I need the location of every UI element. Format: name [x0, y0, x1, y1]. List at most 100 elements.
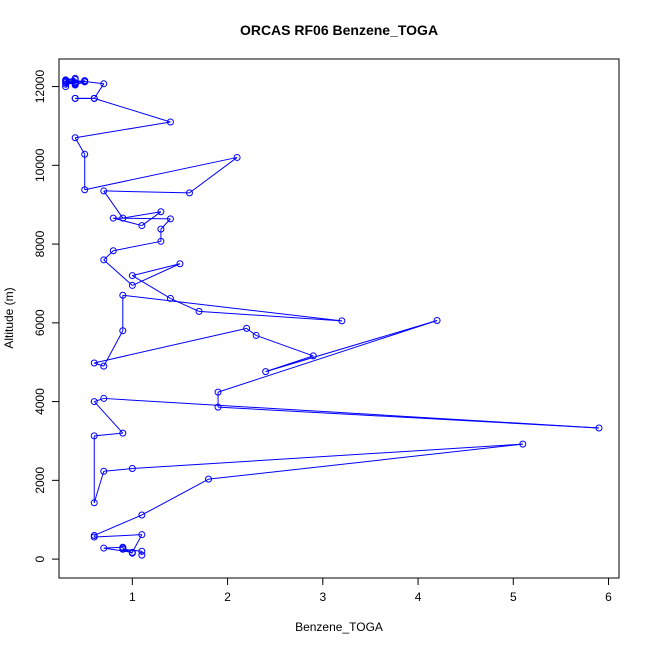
- series-segment: [103, 330, 124, 367]
- series-segment: [141, 478, 209, 516]
- y-tick-label: 8000: [33, 230, 47, 257]
- series-segment: [94, 514, 143, 536]
- series-segment: [198, 310, 342, 322]
- data-point: [119, 543, 127, 551]
- series-segment: [103, 468, 133, 472]
- data-point: [166, 118, 174, 126]
- data-point: [100, 362, 108, 370]
- series-segment: [132, 275, 171, 299]
- data-point: [90, 398, 98, 406]
- data-point: [138, 531, 146, 539]
- data-point: [262, 368, 270, 376]
- y-tick-label: 10000: [33, 148, 47, 182]
- series-segment: [246, 327, 257, 336]
- data-point: [100, 467, 108, 475]
- data-point: [100, 80, 108, 88]
- data-point: [100, 544, 108, 552]
- series-segment: [132, 263, 181, 286]
- data-point: [119, 429, 127, 437]
- series-segment: [208, 443, 523, 480]
- series-segment: [103, 259, 133, 286]
- series-segment: [94, 327, 247, 364]
- series-segment: [189, 157, 238, 194]
- series-segment: [218, 406, 600, 429]
- series-segment: [93, 471, 105, 503]
- data-point: [205, 475, 213, 483]
- data-point: [157, 208, 165, 216]
- x-axis: 1 2 3 4 5 6: [129, 577, 612, 604]
- x-axis-label: Benzene_TOGA: [295, 620, 383, 634]
- series-segment: [170, 297, 200, 312]
- x-tick-label: 2: [224, 590, 231, 604]
- data-point: [90, 531, 98, 539]
- series-segment: [94, 97, 171, 123]
- data-point: [81, 186, 89, 194]
- series-segment: [265, 319, 438, 373]
- data-point: [214, 388, 222, 396]
- series-segment: [94, 362, 104, 367]
- series-segment: [132, 263, 181, 277]
- y-axis-label: Altitude (m): [2, 287, 16, 348]
- data-point: [71, 134, 79, 142]
- series-segment: [113, 240, 162, 252]
- series-segment: [122, 211, 161, 219]
- x-tick-label: 5: [510, 590, 517, 604]
- data-point: [128, 465, 136, 473]
- data-point: [119, 291, 127, 299]
- data-point: [176, 260, 184, 268]
- y-tick-label: 0: [33, 555, 47, 562]
- data-point: [109, 214, 117, 222]
- series-segment: [132, 443, 523, 470]
- data-point: [157, 225, 165, 233]
- series-segment: [255, 334, 314, 357]
- data-point: [71, 81, 79, 89]
- series-segment: [160, 218, 171, 230]
- series-segment: [93, 401, 124, 434]
- data-point: [62, 79, 70, 87]
- data-point: [109, 247, 117, 255]
- data-point: [90, 94, 98, 102]
- y-tick-label: 6000: [33, 309, 47, 336]
- series-segment: [217, 319, 438, 393]
- series-segment: [103, 250, 114, 261]
- data-point: [243, 324, 251, 332]
- data-point: [81, 150, 89, 158]
- chart-title: ORCAS RF06 Benzene_TOGA: [240, 22, 438, 38]
- data-point: [595, 424, 603, 432]
- data-point: [90, 359, 98, 367]
- data-point: [519, 440, 527, 448]
- data-point: [100, 394, 108, 402]
- series-segment: [94, 432, 123, 437]
- series-segment: [113, 217, 142, 227]
- data-point: [138, 551, 146, 559]
- data-point: [138, 511, 146, 519]
- x-tick-label: 4: [415, 590, 422, 604]
- data-point: [71, 94, 79, 102]
- data-point: [252, 331, 260, 339]
- data-point: [166, 294, 174, 302]
- series-segment: [75, 121, 171, 139]
- series-segment: [141, 211, 162, 226]
- data-point: [166, 215, 174, 223]
- data-point: [338, 317, 346, 325]
- series-segment: [94, 534, 142, 538]
- data-point: [138, 547, 146, 555]
- series-segment: [103, 190, 124, 219]
- series-segment: [122, 294, 342, 322]
- series-segment: [265, 355, 314, 373]
- y-tick-label: 4000: [33, 388, 47, 415]
- series-segment: [94, 397, 104, 403]
- data-point: [119, 214, 127, 222]
- series-segment: [113, 217, 171, 220]
- data-point: [157, 237, 165, 245]
- y-axis: 0 2000 4000 6000 8000 10000 12000: [33, 70, 60, 562]
- data-point: [433, 316, 441, 324]
- series-segment: [75, 81, 85, 86]
- data-point: [100, 187, 108, 195]
- data-point: [214, 403, 222, 411]
- data-point: [195, 307, 203, 315]
- series-segment: [84, 156, 238, 191]
- data-point: [81, 78, 89, 86]
- y-tick-label: 12000: [33, 70, 47, 104]
